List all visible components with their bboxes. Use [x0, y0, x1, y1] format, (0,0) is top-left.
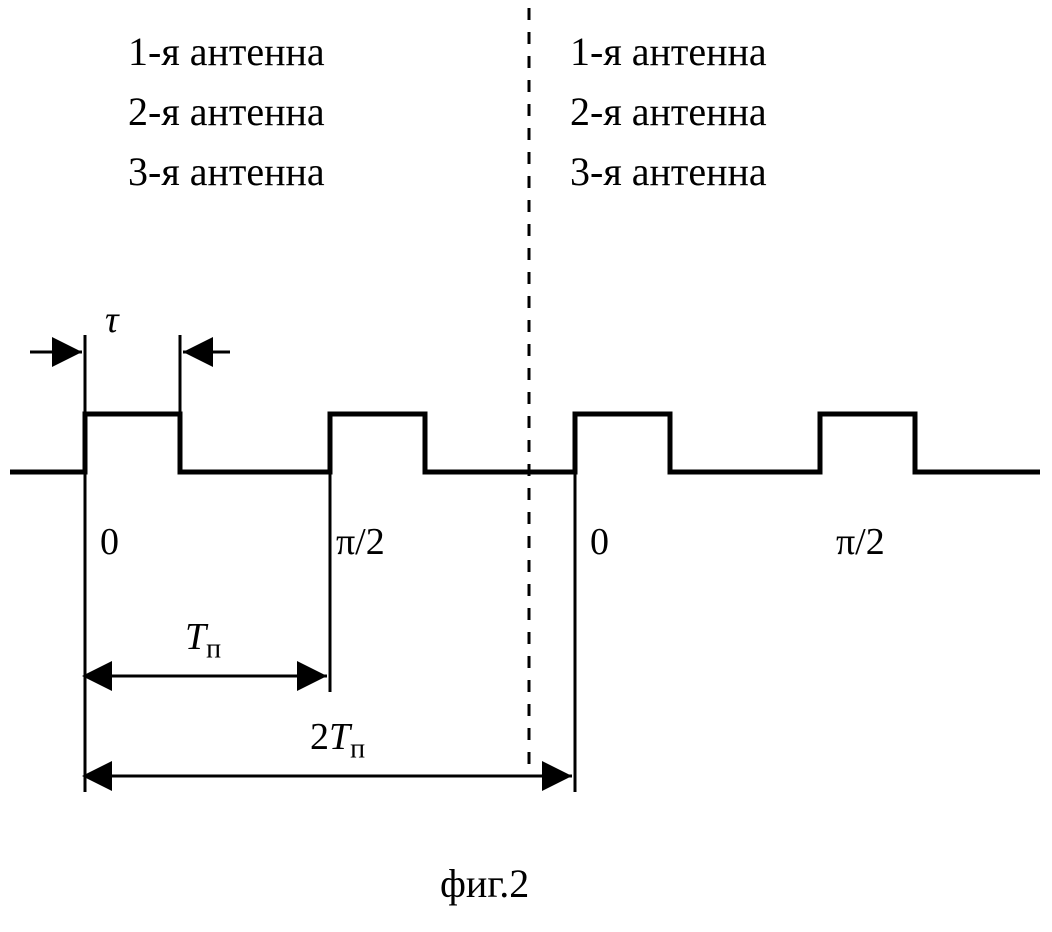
- pulse-waveform: [10, 414, 1040, 472]
- diagram-svg: [0, 0, 1052, 932]
